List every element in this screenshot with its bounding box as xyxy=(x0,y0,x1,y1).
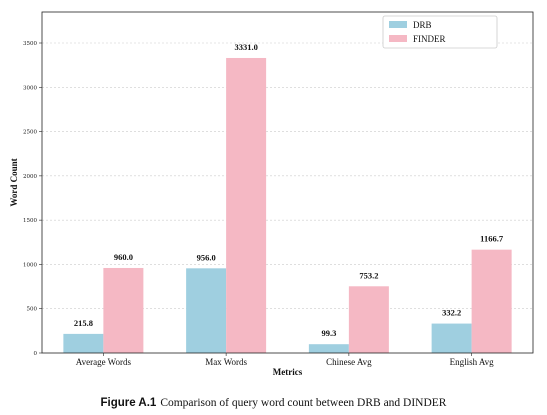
data-label-finder-1: 3331.0 xyxy=(234,42,257,52)
data-labels: 215.8 960.0 956.0 3331.0 99.3 753.2 332.2 1166.… xyxy=(74,42,504,338)
y-tick-label-1: 500 xyxy=(27,307,38,313)
y-tick-label-7: 3500 xyxy=(23,41,37,47)
bar-drb-1 xyxy=(186,268,227,353)
bar-finder-1 xyxy=(226,57,267,354)
y-axis-title: Word Count xyxy=(9,158,19,206)
x-axis-title: Metrics xyxy=(273,367,303,377)
legend: DRB FINDER xyxy=(382,15,498,49)
y-tick-label-6: 3000 xyxy=(23,85,37,91)
x-tick-label-2: Chinese Avg xyxy=(326,357,372,367)
gridlines xyxy=(42,42,533,310)
legend-swatch-drb xyxy=(389,21,407,28)
x-tick-label-0: Average Words xyxy=(76,357,132,367)
caption-text: Comparison of query word count between D… xyxy=(160,397,447,409)
data-label-finder-3: 1166.7 xyxy=(480,234,504,244)
x-tick-label-1: Max Words xyxy=(205,357,247,367)
legend-box xyxy=(382,15,498,49)
bars xyxy=(63,57,512,354)
bar-drb-2 xyxy=(308,344,349,353)
data-label-drb-0: 215.8 xyxy=(74,318,93,328)
y-tick-label-2: 1000 xyxy=(23,262,37,268)
bar-drb-0 xyxy=(63,333,104,353)
bar-finder-0 xyxy=(103,267,144,353)
bar-drb-3 xyxy=(431,323,472,353)
data-label-drb-3: 332.2 xyxy=(442,308,461,318)
data-label-drb-1: 956.0 xyxy=(197,252,216,262)
bar-finder-3 xyxy=(471,249,512,353)
y-axis-ticks: 0 500 1000 1500 2000 2500 3000 3500 xyxy=(23,41,42,357)
y-tick-label-0: 0 xyxy=(34,351,38,357)
plot-frame xyxy=(41,11,534,354)
data-label-drb-2: 99.3 xyxy=(321,328,336,338)
legend-swatch-finder xyxy=(389,35,407,42)
legend-label-finder: FINDER xyxy=(413,34,446,44)
data-label-finder-2: 753.2 xyxy=(359,270,378,280)
figure-caption: Figure A.1 Comparison of query word count… xyxy=(0,393,547,411)
bar-finder-2 xyxy=(348,286,389,353)
y-tick-label-5: 2500 xyxy=(23,130,37,136)
x-tick-label-3: English Avg xyxy=(450,357,495,367)
y-tick-label-3: 1500 xyxy=(23,218,37,224)
x-axis-ticks: Average Words Max Words Chinese Avg English… xyxy=(76,353,494,367)
y-tick-label-4: 2000 xyxy=(23,174,37,180)
legend-label-drb: DRB xyxy=(413,20,432,30)
caption-label: Figure A.1 xyxy=(100,397,157,409)
data-label-finder-0: 960.0 xyxy=(114,252,133,262)
